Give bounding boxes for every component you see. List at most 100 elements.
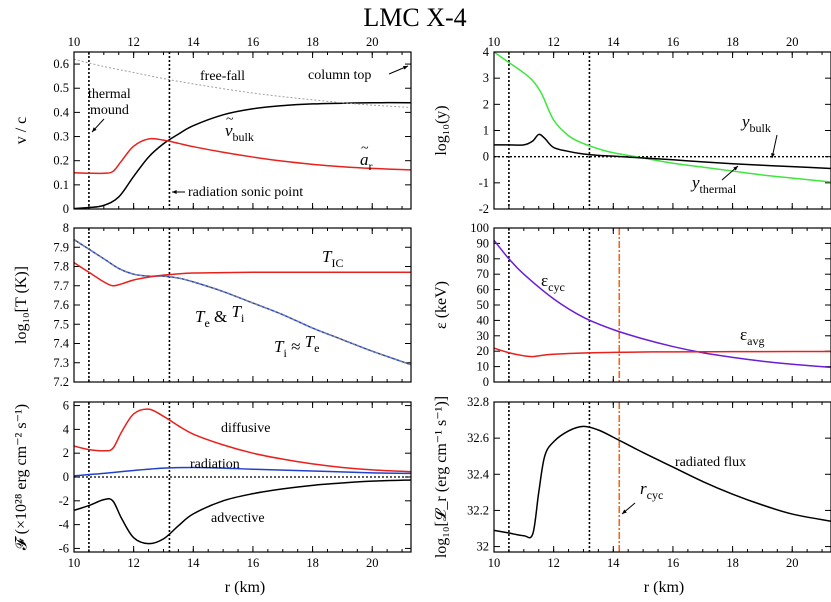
y-tick-label: 2 — [63, 446, 69, 460]
panel-temperature: 7.2 7.3 7.4 7.5 7.6 7.7 7.8 7.9 8 log₁₀[T (K)] TIC… — [13, 221, 412, 389]
top-x-tick-label: 20 — [366, 35, 379, 49]
panel-radiated_flux: 10 12 14 16 18 20 32 32.2 32.4 32.6 32.8 log₁₀[𝓛_r … — [433, 395, 831, 570]
x-tick-label: 14 — [187, 556, 200, 570]
y-tick-label: 0 — [63, 470, 69, 484]
y-tick-label: 40 — [477, 313, 490, 327]
x-tick-label: 16 — [667, 556, 680, 570]
plot-area-y_param — [494, 52, 831, 209]
series-y-bulk — [494, 133, 831, 170]
series-a-r — [74, 137, 411, 175]
y-tick-label: -1 — [479, 176, 489, 190]
label-r-cyc: rcyc — [640, 479, 663, 502]
y-tick-label: 1 — [483, 124, 489, 138]
y-tick-label: 32.4 — [467, 467, 490, 481]
x-tick-label: 20 — [786, 556, 799, 570]
label-y-bulk: ybulk — [740, 112, 771, 135]
label-a-r-tilde: ~ — [361, 141, 369, 156]
arrow-column-top-head — [403, 65, 408, 70]
y-tick-label: 80 — [477, 252, 490, 266]
y-axis-label: log₁₀[𝓛_r (erg cm⁻¹ s⁻¹)] — [433, 396, 450, 558]
series-t-ic — [74, 262, 411, 287]
x-tick-label: 10 — [488, 556, 501, 570]
top-x-tick-label: 12 — [127, 35, 140, 49]
y-tick-label: 8 — [63, 221, 69, 235]
label-advective: advective — [211, 511, 265, 526]
y-tick-label: 0.4 — [53, 105, 69, 119]
y-tick-label: 10 — [477, 360, 490, 374]
top-x-tick-label: 16 — [667, 35, 680, 49]
y-tick-label: 0.1 — [53, 178, 69, 192]
top-x-tick-label: 18 — [726, 35, 739, 49]
top-x-tick-label: 18 — [306, 35, 319, 49]
panel-flux: 10 12 14 16 18 20 -6 -4 -2 0 2 4 6 𝓕 (×10²⁸ erg cm⁻² … — [13, 399, 412, 570]
y-tick-label: 100 — [470, 221, 489, 235]
label-t-ic: TIC — [322, 247, 343, 270]
y-tick-label: 0.2 — [53, 154, 69, 168]
x-tick-label: 12 — [127, 556, 140, 570]
top-x-tick-label: 14 — [187, 35, 200, 49]
arrow-y-bulk-head — [771, 153, 775, 158]
x-tick-label: 16 — [247, 556, 260, 570]
arrow-sonic-point-head — [172, 190, 177, 194]
x-axis-label-right: r (km) — [644, 579, 684, 596]
y-tick-label: 6 — [63, 399, 69, 413]
y-tick-label: -2 — [59, 494, 69, 508]
y-axis-label: log₁₀(y) — [433, 105, 450, 155]
plot-frame — [73, 51, 412, 210]
y-tick-label: -2 — [479, 202, 489, 216]
plot-frame — [493, 227, 831, 383]
label-a-r: ar — [360, 150, 373, 173]
label-diffusive: diffusive — [221, 421, 271, 436]
plot-frame — [73, 401, 412, 553]
y-tick-label: 7.9 — [53, 240, 69, 254]
y-tick-label: -4 — [59, 518, 70, 532]
label-thermal: thermal — [88, 87, 131, 102]
y-tick-label: 0.3 — [53, 130, 69, 144]
y-tick-label: 70 — [477, 267, 490, 281]
plot-frame — [73, 227, 412, 383]
arrow-y-thermal-head — [733, 166, 738, 171]
y-tick-label: 32.8 — [467, 395, 489, 409]
y-tick-label: 0.5 — [53, 81, 69, 95]
y-axis-label: 𝓕 (×10²⁸ erg cm⁻² s⁻¹) — [13, 404, 30, 550]
y-tick-label: 32 — [477, 540, 490, 554]
x-tick-label: 10 — [68, 556, 81, 570]
series-y-thermal — [494, 52, 831, 183]
y-tick-label: 7.5 — [53, 317, 69, 331]
y-tick-label: 32.2 — [467, 503, 489, 517]
plot-area-velocity — [74, 52, 411, 209]
plot-area-temperature — [74, 228, 411, 382]
label-eps-avg: εavg — [740, 325, 764, 348]
series-radiated-flux — [494, 425, 831, 539]
plot-area-flux — [74, 402, 411, 552]
plot-area-radiated_flux — [494, 402, 831, 552]
arrow-mound-head — [92, 127, 97, 132]
series-t-e-t-i — [74, 238, 411, 366]
plot-area-energy — [494, 228, 831, 382]
y-tick-label: 7.6 — [53, 298, 69, 312]
y-tick-label: 30 — [477, 329, 490, 343]
label-te-ti: Te & Ti — [195, 302, 245, 330]
y-tick-label: -6 — [59, 541, 69, 555]
panel-velocity: 10 12 14 16 18 20 0 0.1 0.2 0.3 0.4 0.5 0.6 v / c free… — [13, 35, 412, 216]
y-tick-label: 0 — [63, 202, 69, 216]
y-tick-label: 32.6 — [467, 431, 489, 445]
x-tick-label: 20 — [366, 556, 379, 570]
label-column-top: column top — [308, 68, 371, 83]
label-sonic-point: radiation sonic point — [188, 185, 303, 200]
plot-frame — [493, 51, 831, 210]
x-tick-label: 14 — [607, 556, 620, 570]
y-tick-label: 7.8 — [53, 260, 69, 274]
top-x-tick-label: 14 — [607, 35, 620, 49]
y-axis-label: log₁₀[T (K)] — [13, 266, 30, 344]
x-tick-label: 12 — [547, 556, 560, 570]
top-x-tick-label: 10 — [68, 35, 81, 49]
y-tick-label: 0 — [483, 375, 489, 389]
label-v-bulk-tilde: ~ — [226, 112, 234, 127]
y-tick-label: 0.6 — [53, 57, 69, 71]
y-tick-label: 60 — [477, 283, 490, 297]
label-radiated-flux: radiated flux — [675, 455, 746, 470]
